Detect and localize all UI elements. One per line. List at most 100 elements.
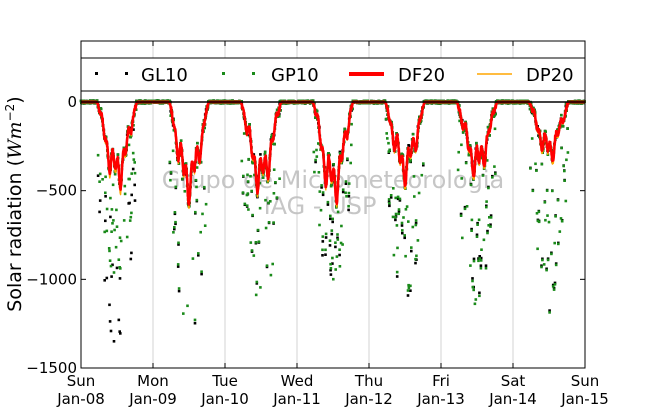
series-gl10-point [478,291,481,295]
series-gp10-point [566,127,569,130]
series-gp10-point [557,242,560,246]
series-gl10-point [470,227,473,231]
series-gp10-point [562,164,565,168]
series-gl10-point [109,329,113,333]
y-tick-label-2: −1000 [26,270,77,288]
x-tick-label-date-6: Jan-14 [488,390,537,408]
series-gp10-point [254,241,258,244]
series-gp10-point [422,162,425,165]
series-gl10-point [489,223,492,226]
series-gp10-point [408,157,411,160]
series-gp10-point [413,195,416,198]
series-gp10-point [117,258,121,261]
series-gp10-point [255,280,259,284]
legend-entry-dp20: DP20 [477,65,574,86]
x-tick-label-date-1: Jan-09 [128,390,177,408]
series-gp10-point [168,160,172,164]
series-gp10-point [404,208,408,211]
series-gp10-point [108,249,111,253]
series-gp10-point [540,162,544,166]
series-gp10-point [459,214,463,217]
y-axis-label-unit: Wm [4,121,26,159]
series-gp10-point [473,302,477,306]
series-gp10-point [250,249,254,252]
series-gp10-point [528,107,532,111]
series-gp10-point [491,176,494,179]
series-gp10-point [415,254,418,258]
series-gp10-point [130,172,133,175]
series-gp10-point [128,219,132,222]
series-gp10-point [267,221,271,224]
series-gl10-point [394,218,397,222]
series-gp10-point [103,230,106,234]
x-tick-label-day-0: Sun [67,372,96,390]
series-gl10-point [177,289,181,293]
series-gp10-point [475,235,479,238]
x-tick-label-day-6: Sat [501,372,526,390]
series-gp10-point [534,162,537,166]
y-axis-label-exponent: −2 [3,104,17,122]
series-gp10-point [334,268,337,271]
series-gp10-point [485,200,488,203]
series-gp10-point [177,287,181,290]
series-gp10-point [201,212,204,216]
series-gp10-point [537,220,541,224]
series-gl10-point [104,195,107,198]
series-gp10-point [414,219,418,222]
series-gl10-point [336,236,339,240]
series-gp10-point [275,196,279,199]
series-gp10-point [397,208,401,211]
series-gl10-point [403,236,406,240]
series-gl10-point [110,275,113,278]
series-gp10-point [465,205,469,208]
series-gp10-point [254,293,258,297]
series-gl10-point [176,265,180,268]
series-gp10-point [396,195,400,199]
series-gp10-point [482,238,486,242]
series-gp10-point [115,225,119,228]
series-gl10-point [118,277,122,280]
series-gl10-point [331,262,334,265]
x-tick-label-date-2: Jan-10 [200,390,249,408]
series-gp10-point [561,125,565,128]
series-gp10-point [560,146,563,150]
series-gp10-point [336,210,340,214]
series-gl10-point [330,232,334,236]
series-gp10-point [409,284,412,288]
series-gl10-point [400,224,404,227]
watermark-line-2: IAG - USP [264,192,377,220]
series-gp10-point [246,180,250,183]
series-gp10-point [336,233,339,236]
series-gl10-point [132,128,135,131]
series-gl10-point [486,229,489,233]
y-tick-label-0: 0 [67,93,77,111]
series-gp10-point [171,149,175,153]
series-gp10-point [493,127,497,131]
y-tick-label-1: −500 [36,182,77,200]
vertical-grid [152,41,514,368]
series-gp10-point [488,134,491,137]
x-tick-label-day-2: Tue [211,372,238,390]
series-gp10-point [107,247,111,250]
legend-marker-gp10-a [222,72,225,75]
series-gp10-point [123,192,127,196]
series-gl10-point [459,212,463,216]
series-gp10-point [343,127,346,131]
series-gp10-point [540,265,543,269]
series-gp10-point [389,194,393,197]
series-gp10-point [114,245,118,249]
x-tick-label-date-0: Jan-08 [56,390,105,408]
series-gp10-point [460,177,463,180]
series-gp10-point [199,230,202,234]
series-gp10-point [248,123,251,126]
series-gl10-point [552,286,556,290]
series-gp10-point [109,196,112,200]
series-gp10-point [252,254,256,257]
series-gp10-point [560,219,564,223]
x-axis: SunJan-08MonJan-09TueJan-10WedJan-11ThuJ… [56,41,609,408]
series-gp10-point [258,206,262,210]
series-gp10-point [112,271,116,274]
series-gp10-point [394,212,398,216]
series-gp10-point [392,187,395,190]
series-gp10-point [113,172,117,176]
